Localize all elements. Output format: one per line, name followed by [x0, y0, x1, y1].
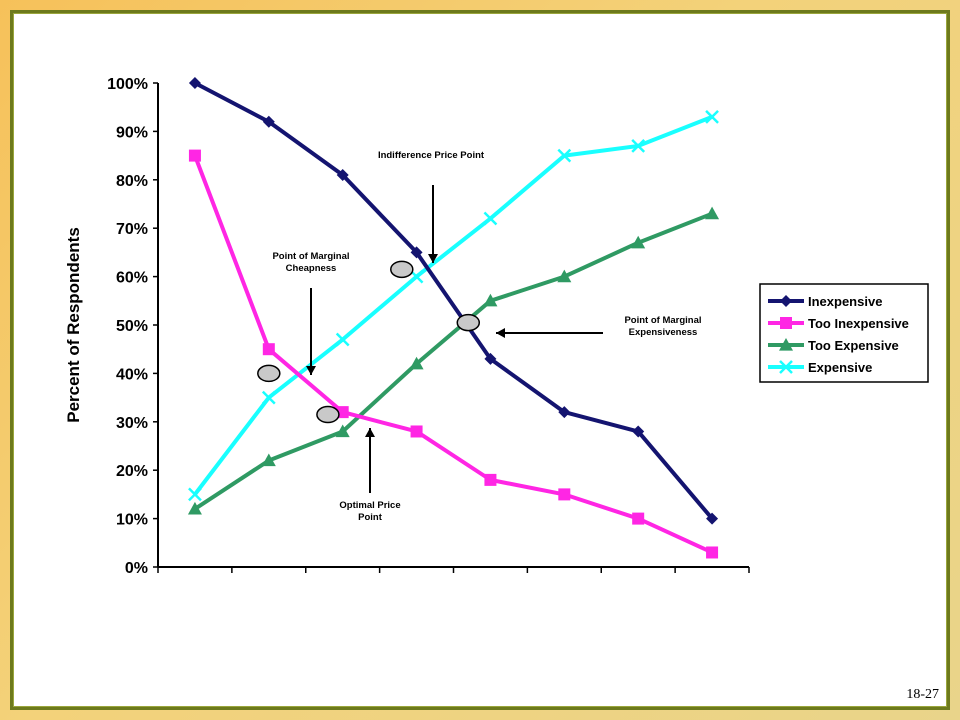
series-line-expensive [193, 115, 713, 496]
data-point-expensive [261, 390, 276, 405]
point-of-marginal-cheapness-arrowhead [306, 366, 316, 375]
data-point-too-expensive [631, 235, 646, 249]
data-point-too-inexpensive [336, 406, 349, 419]
optimal-price-point-label: Point [358, 512, 383, 523]
data-point-inexpensive [632, 425, 645, 438]
data-point-too-expensive [335, 424, 350, 438]
data-point-too-inexpensive [706, 546, 719, 559]
legend-label-inexpensive: Inexpensive [808, 294, 882, 309]
data-point-too-expensive [261, 453, 276, 467]
data-point-too-inexpensive [632, 512, 645, 525]
indifference-price-point-arrowhead [428, 254, 438, 263]
slide: 0% 10% 20% 30% 40% 50% 60% 70% 80% 90% 100% Percent… [10, 10, 950, 710]
data-point-expensive-stroke-b [335, 332, 350, 347]
y-tick-label: 100% [107, 76, 148, 93]
optimal-price-point-label: Optimal Price [339, 500, 400, 511]
legend-marker-expensive [779, 360, 793, 374]
optimal-price-point-arrowhead [365, 428, 375, 437]
data-point-inexpensive [336, 168, 349, 181]
data-point-inexpensive [706, 512, 719, 525]
data-point-too-expensive [409, 356, 424, 370]
point-of-marginal-expensiveness-arrowhead [496, 328, 505, 338]
point-of-marginal-cheapness-label: Point of Marginal [272, 251, 349, 262]
data-point-inexpensive [262, 115, 275, 128]
point-of-marginal-cheapness-marker [257, 364, 281, 383]
data-point-expensive [483, 211, 498, 226]
y-tick-label: 10% [116, 512, 148, 529]
y-tick-label: 30% [116, 415, 148, 432]
data-point-too-expensive [557, 269, 572, 283]
y-tick-label: 60% [116, 270, 148, 287]
data-point-expensive-stroke-b [557, 148, 572, 163]
y-tick-label: 20% [116, 463, 148, 480]
indifference-price-point-marker [390, 260, 414, 279]
data-point-too-inexpensive [188, 149, 201, 162]
data-point-inexpensive [188, 77, 201, 89]
data-point-inexpensive [484, 352, 497, 365]
y-tick-label: 70% [116, 221, 148, 238]
data-point-inexpensive [558, 406, 571, 419]
data-point-expensive-stroke-b [409, 269, 424, 284]
series-line-too-inexpensive [193, 154, 713, 555]
data-point-expensive [557, 148, 572, 163]
series-line-inexpensive [194, 81, 714, 520]
data-point-expensive-stroke-b [483, 211, 498, 226]
data-point-inexpensive [410, 246, 423, 259]
page-number: 18-27 [906, 687, 939, 702]
series-line-too-expensive [193, 211, 713, 511]
point-of-marginal-expensiveness-label: Point of Marginal [624, 315, 701, 326]
point-of-marginal-expensiveness-label: Expensiveness [629, 327, 698, 338]
legend-label-expensive: Expensive [808, 360, 872, 375]
optimal-price-point-marker [316, 405, 340, 424]
data-point-expensive [335, 332, 350, 347]
y-tick-label: 80% [116, 173, 148, 190]
data-point-too-expensive [187, 501, 202, 515]
data-point-expensive [631, 139, 646, 153]
data-point-too-inexpensive [410, 425, 423, 438]
legend-marker-too-expensive [779, 338, 793, 351]
data-point-too-inexpensive [262, 343, 275, 356]
data-point-expensive [188, 487, 202, 502]
data-point-expensive-stroke-b [261, 390, 276, 405]
y-tick-label: 90% [116, 124, 148, 141]
y-axis-label: Percent of Respondents [64, 227, 83, 423]
chart-axes: 0% 10% 20% 30% 40% 50% 60% 70% 80% 90% 100% Percent… [64, 76, 750, 577]
y-tick-label: 40% [116, 366, 148, 383]
data-point-expensive-stroke-b [705, 109, 719, 124]
data-point-too-inexpensive [484, 473, 497, 486]
series-markers [187, 77, 720, 559]
point-of-marginal-expensiveness-marker [456, 313, 481, 332]
y-tick-label: 50% [116, 318, 148, 335]
legend-label-too-expensive: Too Expensive [808, 338, 899, 353]
point-of-marginal-cheapness-label: Cheapness [286, 263, 337, 274]
y-tick-label: 0% [125, 560, 148, 577]
legend-marker-too-inexpensive [780, 317, 792, 329]
data-point-too-expensive [705, 206, 720, 220]
legend-marker-inexpensive [780, 295, 792, 307]
legend-label-too-inexpensive: Too Inexpensive [808, 316, 909, 331]
data-point-expensive-stroke-b [188, 487, 202, 502]
data-point-too-expensive [483, 293, 498, 307]
data-point-expensive [705, 109, 719, 124]
legend-marker-expensive-stroke-b [779, 360, 793, 374]
price-sensitivity-chart: 0% 10% 20% 30% 40% 50% 60% 70% 80% 90% 100% Percent… [64, 76, 929, 577]
indifference-price-point-label: Indifference Price Point [378, 150, 485, 161]
series-lines [193, 81, 714, 555]
chart-legend: Inexpensive Too Inexpensive Too Expensive E… [759, 283, 929, 383]
data-point-expensive-stroke-b [631, 139, 646, 153]
data-point-too-inexpensive [558, 488, 571, 501]
